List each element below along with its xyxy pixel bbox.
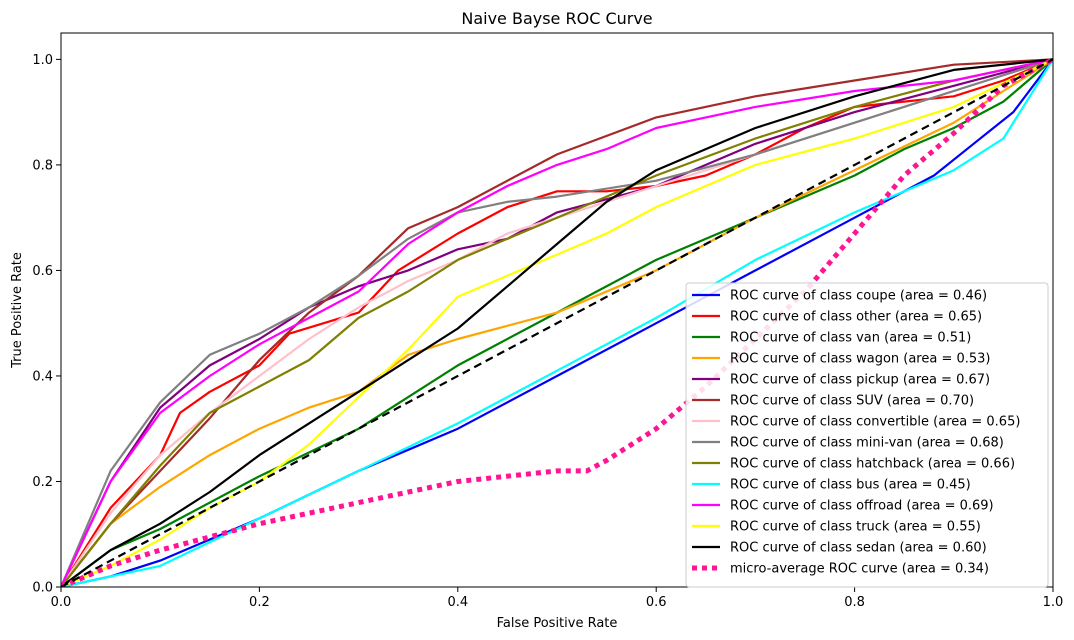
series-line-5 [61, 58, 1053, 587]
legend-label: ROC curve of class coupe (area = 0.46) [730, 289, 987, 304]
y-tick-label: 0.6 [32, 264, 53, 279]
x-tick-label: 0.2 [249, 595, 270, 610]
series-line-12 [61, 58, 1053, 587]
y-tick-label: 1.0 [32, 53, 53, 68]
x-tick-label: 0.0 [51, 595, 72, 610]
legend-box [685, 282, 1049, 588]
legend-label: ROC curve of class SUV (area = 0.70) [730, 394, 974, 409]
series-line-3 [61, 58, 1053, 587]
series-line-8 [61, 58, 1053, 587]
plot-area [60, 32, 1054, 588]
x-tick-label: 1.0 [1043, 595, 1064, 610]
legend-label: ROC curve of class wagon (area = 0.53) [730, 352, 991, 367]
series-line-micro-average [61, 57, 1053, 587]
plot-frame [60, 32, 1054, 588]
legend-label: ROC curve of class pickup (area = 0.67) [730, 373, 990, 388]
x-axis-title: False Positive Rate [497, 616, 618, 631]
x-axis-ticks: 0.0 0.2 0.4 0.6 0.8 1.0 [51, 587, 1064, 610]
legend-label: ROC curve of class convertible (area = 0… [730, 415, 1020, 430]
legend-label: ROC curve of class other (area = 0.65) [730, 310, 982, 325]
legend-label: ROC curve of class hatchback (area = 0.6… [730, 457, 1015, 472]
x-tick-label: 0.4 [447, 595, 468, 610]
y-axis-title: True Positive Rate [10, 252, 25, 369]
series-line-4 [61, 58, 1053, 587]
chart-title: Naive Bayse ROC Curve [461, 9, 652, 28]
legend-label: ROC curve of class truck (area = 0.55) [730, 520, 981, 535]
legend-label: ROC curve of class bus (area = 0.45) [730, 478, 971, 493]
series-line-11 [61, 58, 1053, 587]
legend-label: ROC curve of class van (area = 0.51) [730, 331, 971, 346]
y-tick-label: 0.2 [32, 475, 53, 490]
x-tick-label: 0.8 [844, 595, 865, 610]
series-group [61, 57, 1053, 587]
y-tick-label: 0.8 [32, 158, 53, 173]
series-line-0 [61, 58, 1053, 587]
legend-label: ROC curve of class mini-van (area = 0.68… [730, 436, 1004, 451]
x-tick-label: 0.6 [646, 595, 667, 610]
y-axis-ticks: 0.0 0.2 0.4 0.6 0.8 1.0 [32, 53, 61, 596]
series-line-2 [61, 58, 1053, 587]
legend-label: micro-average ROC curve (area = 0.34) [730, 562, 989, 577]
legend: ROC curve of class coupe (area = 0.46) RO… [685, 282, 1049, 588]
diagonal-reference-line [61, 58, 1053, 587]
legend-label: ROC curve of class offroad (area = 0.69) [730, 499, 994, 514]
series-line-10 [61, 58, 1053, 587]
y-tick-label: 0.0 [32, 581, 53, 596]
y-tick-label: 0.4 [32, 369, 53, 384]
legend-label: ROC curve of class sedan (area = 0.60) [730, 541, 987, 556]
series-line-7 [61, 58, 1053, 587]
